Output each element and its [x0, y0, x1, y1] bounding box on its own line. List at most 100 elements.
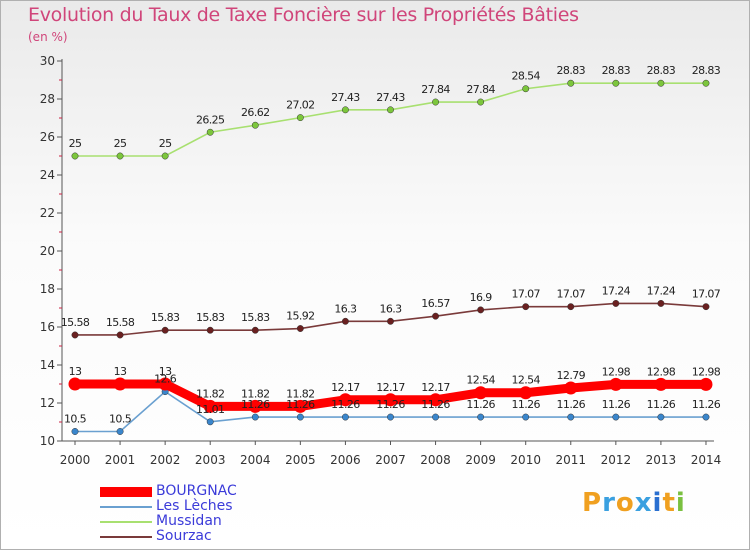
- data-point-mussidan: [251, 121, 259, 129]
- data-point-les-leches: [296, 413, 304, 421]
- data-label-sourzac: 17.24: [647, 284, 676, 297]
- data-point-sourzac: [116, 331, 124, 339]
- data-label-bourgnac: 13: [114, 365, 127, 378]
- data-label-les-leches: 11.26: [466, 398, 495, 411]
- data-label-bourgnac: 12.54: [466, 374, 495, 387]
- data-point-mussidan: [702, 79, 710, 87]
- data-label-bourgnac: 12.79: [557, 369, 586, 382]
- data-point-bourgnac: [429, 393, 443, 407]
- data-label-les-leches: 11.26: [647, 398, 676, 411]
- data-label-bourgnac: 12.17: [376, 381, 405, 394]
- y-tick-label: 12: [40, 396, 55, 410]
- data-point-les-leches: [206, 418, 214, 426]
- y-tick-label: 14: [40, 358, 55, 372]
- data-label-sourzac: 17.07: [557, 288, 586, 301]
- x-tick-label: 2004: [240, 453, 271, 467]
- data-point-mussidan: [161, 152, 169, 160]
- logo-letter: i: [675, 488, 686, 518]
- data-label-les-leches: 11.26: [692, 398, 721, 411]
- data-point-sourzac: [657, 299, 665, 307]
- data-point-sourzac: [702, 303, 710, 311]
- y-tick-label: 28: [40, 92, 55, 106]
- data-label-mussidan: 28.83: [692, 64, 721, 77]
- data-label-mussidan: 25: [159, 137, 172, 150]
- data-label-sourzac: 16.57: [421, 297, 450, 310]
- data-point-bourgnac: [68, 377, 82, 391]
- data-point-mussidan: [567, 79, 575, 87]
- data-label-sourzac: 15.58: [61, 316, 90, 329]
- data-point-mussidan: [522, 85, 530, 93]
- data-point-les-leches: [387, 413, 394, 421]
- data-label-les-leches: 11.26: [286, 398, 315, 411]
- data-point-mussidan: [71, 152, 79, 160]
- legend-label: BOURGNAC: [156, 483, 237, 499]
- data-label-les-leches: 11.01: [196, 403, 225, 416]
- data-label-mussidan: 26.25: [196, 113, 225, 126]
- data-label-bourgnac: 11.82: [196, 387, 225, 400]
- data-point-bourgnac: [293, 399, 307, 413]
- x-tick-label: 2014: [691, 453, 722, 467]
- data-label-mussidan: 28.54: [511, 70, 540, 83]
- y-tick-label: 16: [40, 320, 55, 334]
- data-point-sourzac: [522, 303, 530, 311]
- logo-letter: x: [634, 488, 653, 518]
- data-point-sourzac: [161, 326, 169, 334]
- data-point-bourgnac: [338, 393, 352, 407]
- x-tick-label: 2008: [420, 453, 451, 467]
- legend-label: Sourzac: [156, 528, 212, 544]
- data-label-mussidan: 25: [114, 137, 127, 150]
- data-point-bourgnac: [383, 393, 397, 407]
- x-tick-label: 2003: [195, 453, 226, 467]
- chart-title: Evolution du Taux de Taxe Foncière sur l…: [28, 4, 579, 26]
- data-label-sourzac: 16.9: [470, 291, 493, 304]
- data-point-mussidan: [296, 114, 304, 122]
- data-label-bourgnac: 12.17: [421, 381, 450, 394]
- y-tick-label: 22: [40, 206, 55, 220]
- data-label-mussidan: 28.83: [647, 64, 676, 77]
- x-tick-label: 2001: [105, 453, 136, 467]
- data-label-les-leches: 11.26: [557, 398, 586, 411]
- data-label-sourzac: 17.07: [511, 288, 540, 301]
- data-label-mussidan: 27.02: [286, 99, 315, 112]
- data-point-sourzac: [567, 303, 575, 311]
- data-label-bourgnac: 12.98: [692, 365, 721, 378]
- legend-swatch: [100, 506, 152, 508]
- data-label-les-leches: 10.5: [109, 413, 132, 426]
- data-point-bourgnac: [609, 377, 623, 391]
- data-point-sourzac: [387, 317, 394, 325]
- data-label-les-leches: 11.26: [331, 398, 360, 411]
- data-point-sourzac: [251, 326, 259, 334]
- data-point-les-leches: [71, 428, 79, 435]
- data-label-sourzac: 16.3: [379, 302, 402, 315]
- unit-label: (en %): [28, 30, 68, 44]
- data-point-sourzac: [612, 299, 620, 307]
- data-label-sourzac: 17.24: [602, 284, 631, 297]
- data-label-sourzac: 16.3: [334, 302, 357, 315]
- data-label-les-leches: 11.26: [602, 398, 631, 411]
- x-tick-label: 2007: [375, 453, 406, 467]
- data-label-bourgnac: 11.82: [241, 387, 270, 400]
- data-point-sourzac: [296, 325, 304, 332]
- data-label-sourzac: 15.83: [196, 311, 225, 324]
- data-point-bourgnac: [699, 377, 713, 391]
- legend-label: Les Lèches: [156, 498, 233, 514]
- proxiti-logo: Proxiti: [582, 488, 686, 518]
- data-label-mussidan: 27.84: [466, 83, 495, 96]
- data-point-bourgnac: [248, 399, 262, 413]
- data-point-mussidan: [432, 98, 440, 106]
- data-point-sourzac: [477, 306, 485, 314]
- data-point-les-leches: [702, 413, 710, 421]
- x-tick-label: 2006: [330, 453, 361, 467]
- logo-letter: o: [615, 488, 635, 518]
- data-label-mussidan: 27.43: [376, 91, 405, 104]
- x-tick-label: 2010: [510, 453, 541, 467]
- y-tick-label: 20: [40, 244, 55, 258]
- legend-label: Mussidan: [156, 513, 222, 529]
- legend-swatch: [100, 536, 152, 538]
- data-label-sourzac: 15.92: [286, 310, 315, 323]
- data-point-mussidan: [116, 152, 124, 160]
- data-point-les-leches: [612, 413, 620, 421]
- x-tick-label: 2009: [465, 453, 496, 467]
- data-point-bourgnac: [158, 377, 172, 391]
